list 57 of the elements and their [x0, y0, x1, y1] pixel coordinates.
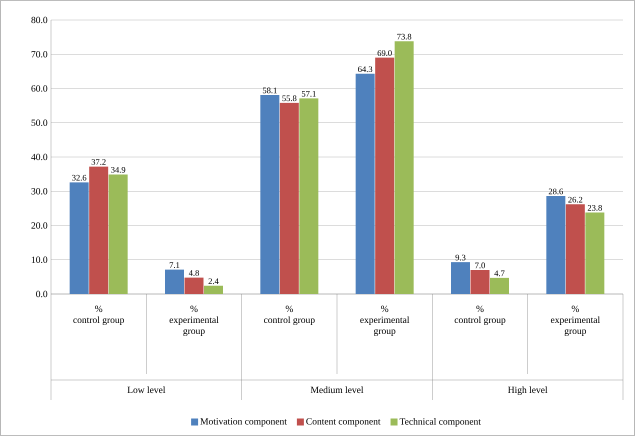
- text: Medium level: [310, 386, 364, 394]
- x-tick-label: % control group: [454, 306, 506, 325]
- x-tick-label: % experimental group: [360, 306, 410, 336]
- data-label: 58.1: [262, 88, 277, 94]
- y-tick-label: 80.0: [31, 16, 48, 24]
- bar: [89, 166, 108, 294]
- data-label: 9.3: [455, 254, 466, 260]
- bar: [375, 58, 394, 294]
- x-tick-label: % control group: [264, 306, 315, 325]
- data-label: 57.1: [302, 91, 316, 97]
- data-label: 7.0: [475, 262, 485, 268]
- bar: [394, 41, 414, 294]
- data-label: 23.8: [588, 205, 602, 211]
- data-label: 32.6: [72, 174, 86, 181]
- x-tick-label: % experimental group: [550, 306, 600, 336]
- bar: [546, 196, 566, 294]
- text: Low level: [127, 386, 166, 394]
- bar: [451, 262, 470, 294]
- bar: [108, 174, 128, 294]
- legend-label: Motivation component: [200, 418, 287, 426]
- y-tick-label: 40.0: [31, 154, 48, 160]
- data-label: 37.2: [92, 159, 106, 165]
- text: High level: [508, 386, 548, 396]
- legend-label: Content component: [306, 418, 380, 426]
- y-tick-label: 60.0: [31, 85, 48, 92]
- data-label: 2.4: [208, 278, 219, 284]
- data-label: 7.1: [170, 262, 180, 268]
- y-tick-label: 50.0: [32, 120, 48, 126]
- bar: [184, 278, 204, 294]
- y-tick-label: 30.0: [31, 188, 48, 194]
- data-label: 4.8: [188, 270, 199, 276]
- bar: [490, 278, 509, 294]
- data-label: 34.9: [111, 167, 126, 173]
- data-label: 73.8: [397, 34, 412, 40]
- y-tick-label: 0.0: [36, 290, 48, 298]
- data-label: 4.7: [494, 270, 505, 276]
- bar: [566, 204, 585, 294]
- bar: [260, 95, 280, 294]
- bar: [280, 102, 299, 294]
- legend-label: Technical component: [400, 418, 481, 427]
- data-label: 64.3: [358, 66, 372, 72]
- bar: [585, 212, 604, 294]
- data-label: 55.8: [282, 95, 296, 102]
- bar: [165, 270, 184, 294]
- data-label: 69.0: [378, 50, 392, 56]
- bar: [70, 182, 89, 294]
- x-tick-label: % control group: [73, 306, 124, 325]
- y-tick-label: 70.0: [32, 51, 48, 58]
- bar: [470, 270, 490, 294]
- bar: [204, 286, 223, 294]
- data-label: 28.6: [548, 188, 564, 194]
- data-label: 26.2: [568, 196, 582, 203]
- x-tick-label: % experimental group: [170, 306, 219, 336]
- bar: [299, 98, 318, 294]
- y-tick-label: 10.0: [32, 256, 48, 263]
- bar: [356, 74, 375, 294]
- y-tick-label: 20.0: [31, 222, 48, 229]
